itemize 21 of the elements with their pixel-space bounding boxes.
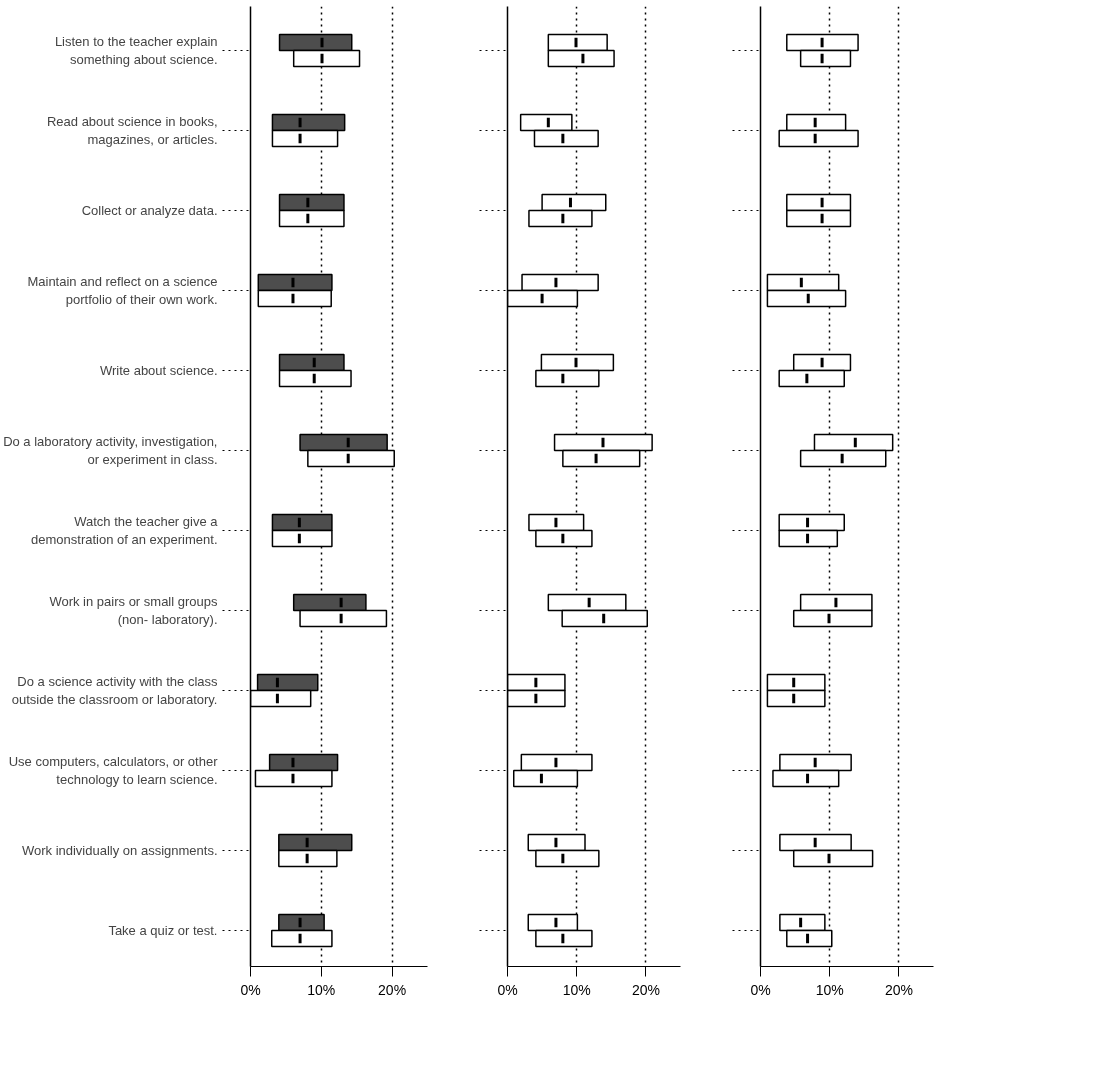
y-tick-label: Use computers, calculators, or other technology to learn science. (8, 754, 219, 787)
y-tick-label: Do a science activity with the class outside the classroom or laboratory. (11, 674, 218, 707)
x-tick-label: 0% (750, 981, 771, 998)
y-tick-label: Write about science. (99, 363, 218, 378)
x-tick-label: 20% (631, 981, 660, 998)
y-tick-label: Listen to the teacher explain something about science. (54, 34, 218, 67)
y-tick-label: Work in pairs or small groups (non- laboratory). (49, 594, 218, 627)
x-tick-label: 10% (307, 981, 336, 998)
y-tick-label: Read about science in books, magazines, or articles. (46, 114, 218, 147)
y-tick-label: Collect or analyze data. (81, 203, 218, 218)
x-tick-label: 10% (815, 981, 844, 998)
x-tick-label: 10% (562, 981, 591, 998)
x-tick-label: 20% (884, 981, 913, 998)
x-tick-label: 0% (497, 981, 518, 998)
y-tick-label: Work individually on assignments. (21, 843, 218, 858)
y-tick-label: Take a quiz or test. (108, 923, 218, 938)
x-tick-label: 20% (378, 981, 407, 998)
y-tick-label: Maintain and reflect on a science portfolio of their own work. (27, 274, 218, 307)
x-tick-label: 0% (240, 981, 261, 998)
y-tick-label: Watch the teacher give a demonstration of an experiment. (31, 514, 219, 547)
y-tick-label: Do a laboratory activity, investigation, or experiment in class. (3, 434, 218, 467)
